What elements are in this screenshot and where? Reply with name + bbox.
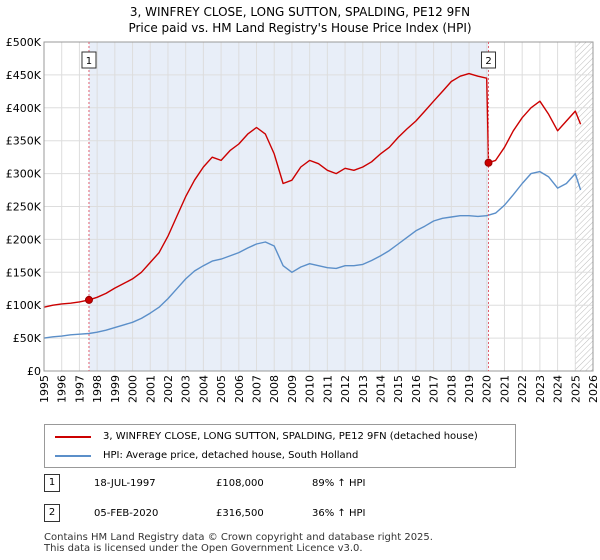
y-tick-label: £100K — [6, 299, 42, 312]
transaction-marker-label: 2 — [485, 56, 491, 67]
x-tick-label: 2010 — [304, 375, 317, 403]
y-tick-label: £350K — [6, 135, 42, 148]
x-tick-label: 2020 — [481, 375, 494, 403]
transaction-date: 18-JUL-1997 — [94, 478, 156, 489]
x-tick-label: 2016 — [410, 375, 423, 403]
x-tick-label: 1997 — [73, 375, 86, 403]
transaction-hpi: 36% ↑ HPI — [312, 508, 366, 519]
chart-legend: 3, WINFREY CLOSE, LONG SUTTON, SPALDING,… — [44, 424, 516, 468]
x-tick-label: 2023 — [534, 375, 547, 403]
transaction-row: 1 18-JUL-1997 £108,000 89% ↑ HPI — [44, 474, 544, 494]
x-tick-label: 2002 — [162, 375, 175, 403]
series-line-hpi — [43, 170, 582, 339]
x-tick-label: 2006 — [233, 375, 246, 403]
x-tick-label: 2004 — [197, 375, 210, 403]
x-tick-label: 2007 — [251, 375, 264, 403]
sale-point — [84, 295, 93, 304]
chart-title-line1: 3, WINFREY CLOSE, LONG SUTTON, SPALDING,… — [129, 5, 471, 19]
transaction-marker: 1 — [44, 474, 60, 492]
x-tick-label: 1999 — [109, 375, 122, 403]
legend-swatch-hpi — [55, 455, 91, 457]
x-tick-label: 1996 — [56, 375, 69, 403]
x-tick-label: 2003 — [180, 375, 193, 403]
legend-swatch-property — [55, 436, 91, 438]
legend-label-hpi: HPI: Average price, detached house, Sout… — [103, 450, 359, 461]
x-tick-label: 2025 — [569, 375, 582, 403]
y-tick-label: £150K — [6, 266, 42, 279]
footer-licence: This data is licensed under the Open Gov… — [44, 543, 363, 554]
plot-frame — [43, 41, 594, 372]
transaction-price: £316,500 — [216, 508, 264, 519]
transaction-row: 2 05-FEB-2020 £316,500 36% ↑ HPI — [44, 504, 544, 524]
x-tick-label: 1995 — [38, 375, 51, 403]
y-tick-label: £0 — [27, 365, 41, 378]
x-tick-label: 2015 — [392, 375, 405, 403]
transaction-price: £108,000 — [216, 478, 264, 489]
x-tick-label: 2008 — [268, 375, 281, 403]
x-tick-label: 2018 — [445, 375, 458, 403]
x-tick-label: 2019 — [463, 375, 476, 403]
transaction-marker: 2 — [44, 504, 60, 522]
series-line-property — [43, 72, 582, 308]
chart-title-line2: Price paid vs. HM Land Registry's House … — [128, 21, 472, 35]
transaction-marker-box — [81, 51, 97, 69]
legend-item-property: 3, WINFREY CLOSE, LONG SUTTON, SPALDING,… — [55, 429, 478, 445]
x-tick-label: 2005 — [215, 375, 228, 403]
transaction-date: 05-FEB-2020 — [94, 508, 159, 519]
x-tick-label: 2014 — [374, 375, 387, 403]
x-tick-label: 2021 — [498, 375, 511, 403]
y-tick-label: £500K — [6, 36, 42, 49]
y-tick-label: £400K — [6, 102, 42, 115]
y-tick-label: £250K — [6, 201, 42, 214]
transaction-marker-label: 1 — [86, 56, 92, 67]
x-tick-label: 2012 — [339, 375, 352, 403]
y-tick-label: £450K — [6, 69, 42, 82]
y-tick-label: £200K — [6, 233, 42, 246]
y-tick-label: £300K — [6, 168, 42, 181]
y-tick-label: £50K — [13, 332, 42, 345]
x-tick-label: 1998 — [91, 375, 104, 403]
price-chart: £0 £50K £100K £150K £200K £250K £300K £350K £400… — [6, 36, 600, 403]
x-tick-label: 2022 — [516, 375, 529, 403]
x-tick-label: 2024 — [552, 375, 565, 403]
x-tick-label: 2026 — [587, 375, 600, 403]
x-tick-label: 2013 — [357, 375, 370, 403]
sale-point — [484, 158, 493, 167]
legend-label-property: 3, WINFREY CLOSE, LONG SUTTON, SPALDING,… — [103, 431, 478, 442]
transaction-marker-box — [481, 51, 497, 69]
transaction-hpi: 89% ↑ HPI — [312, 478, 366, 489]
x-tick-label: 2009 — [286, 375, 299, 403]
x-tick-label: 2011 — [321, 375, 334, 403]
x-tick-label: 2001 — [144, 375, 157, 403]
x-tick-label: 2000 — [127, 375, 140, 403]
x-tick-label: 2017 — [428, 375, 441, 403]
legend-item-hpi: HPI: Average price, detached house, Sout… — [55, 448, 358, 464]
footer-copyright: Contains HM Land Registry data © Crown c… — [44, 532, 433, 543]
